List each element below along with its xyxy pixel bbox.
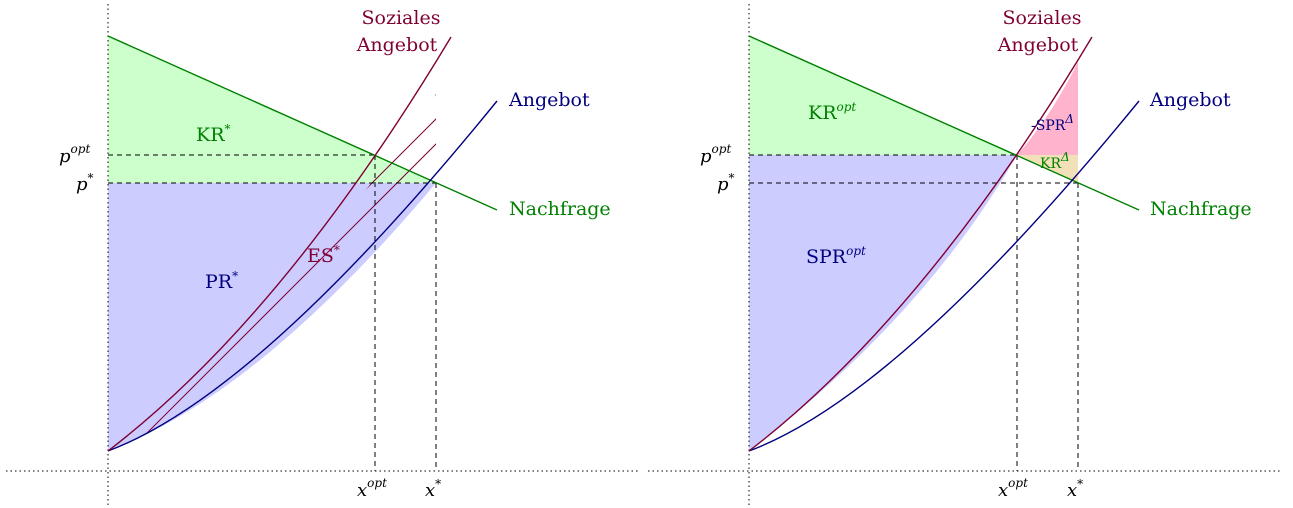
right-social-supply-curve: [748, 36, 1093, 452]
left-social-supply-curve: [107, 36, 452, 452]
left-popt-tick: popt: [59, 142, 90, 167]
left-producer-surplus-area: [108, 183, 436, 451]
left-panel: Soziales Angebot Angebot Nachfrage KR* P…: [6, 4, 640, 506]
right-panel: Soziales Angebot Angebot Nachfrage KRopt…: [648, 4, 1282, 506]
right-supply-label: Angebot: [1149, 89, 1231, 111]
right-social-supply-label-line1: Soziales: [1003, 7, 1082, 29]
right-supply-curve: [748, 100, 1140, 452]
left-kr-label: KR*: [196, 122, 231, 146]
right-producer-loss-label: -SPRΔ: [1031, 112, 1074, 134]
left-demand-label: Nachfrage: [509, 198, 611, 220]
left-demand-line: [107, 35, 498, 211]
right-producer-loss-area: [1017, 62, 1078, 182]
right-xstar-tick: x*: [1067, 477, 1083, 501]
right-demand-line: [748, 35, 1140, 211]
right-social-supply-label-line2: Angebot: [997, 34, 1079, 56]
right-spr-label: SPRopt: [806, 244, 866, 268]
left-social-supply-label-line2: Angebot: [356, 34, 438, 56]
left-xstar-tick: x*: [425, 477, 441, 501]
left-supply-label: Angebot: [508, 89, 590, 111]
right-pstar-tick: p*: [717, 171, 735, 195]
right-consumer-gain-label: KRΔ: [1040, 150, 1070, 172]
left-es-label: ES*: [307, 243, 340, 267]
left-pr-label: PR*: [205, 269, 238, 293]
left-pstar-tick: p*: [76, 171, 94, 195]
right-kr-label: KRopt: [808, 100, 856, 124]
left-xopt-tick: xopt: [357, 476, 387, 501]
right-xopt-tick: xopt: [998, 476, 1028, 501]
left-supply-curve: [107, 100, 498, 452]
right-demand-label: Nachfrage: [1150, 198, 1252, 220]
right-producer-surplus-area: [749, 155, 1017, 451]
right-popt-tick: popt: [700, 142, 731, 167]
left-social-supply-label-line1: Soziales: [362, 7, 441, 29]
